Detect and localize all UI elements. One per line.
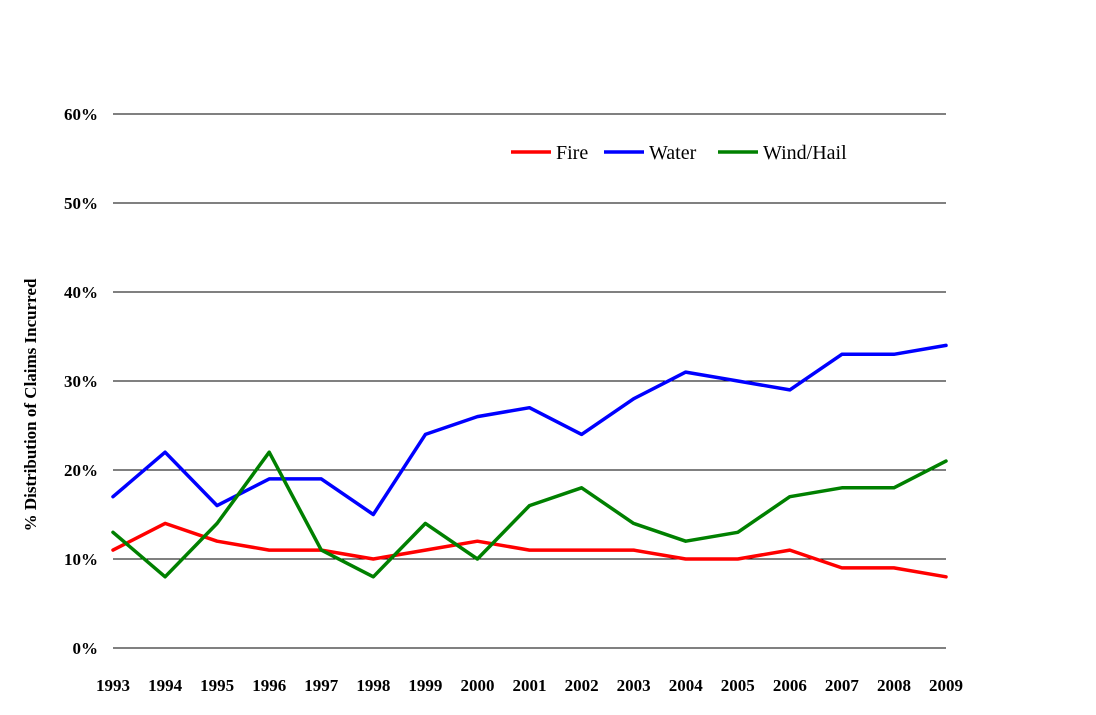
x-tick-label: 2007 [825,676,860,695]
x-tick-label: 1999 [408,676,442,695]
series-lines [111,343,948,579]
x-tick-label: 2006 [773,676,807,695]
x-tick-label: 1995 [200,676,234,695]
y-tick-label: 40% [64,283,98,302]
y-axis-ticks: 0% 10% 20% 30% 40% 50% 60% [64,105,98,658]
x-tick-label: 2002 [565,676,599,695]
y-tick-label: 30% [64,372,98,391]
x-tick-label: 1997 [304,676,339,695]
y-tick-label: 0% [73,639,99,658]
x-tick-label: 2004 [669,676,704,695]
legend-label-wind-hail: Wind/Hail [763,142,847,164]
x-tick-label: 1993 [96,676,130,695]
x-axis-ticks: 1993 1994 1995 1996 1997 1998 1999 2000 2001 2002… [96,676,963,695]
series-line-water [111,343,948,517]
x-tick-label: 2001 [513,676,547,695]
y-tick-label: 20% [64,461,98,480]
y-tick-label: 60% [64,105,98,124]
x-tick-label: 2003 [617,676,651,695]
y-tick-label: 10% [64,550,98,569]
x-tick-label: 1994 [148,676,183,695]
x-tick-label: 2008 [877,676,911,695]
x-tick-label: 1998 [356,676,390,695]
x-tick-label: 2009 [929,676,963,695]
gridlines [113,113,946,649]
legend: Fire Water Wind/Hail [511,142,847,164]
legend-label-fire: Fire [556,142,588,164]
series-line-wind-hail [111,450,948,579]
x-tick-label: 2000 [460,676,494,695]
legend-label-water: Water [649,142,697,164]
x-tick-label: 1996 [252,676,286,695]
x-tick-label: 2005 [721,676,755,695]
series-line-fire [111,521,948,579]
y-tick-label: 50% [64,194,98,213]
y-axis-label: % Distribution of Claims Incurred [21,278,40,531]
